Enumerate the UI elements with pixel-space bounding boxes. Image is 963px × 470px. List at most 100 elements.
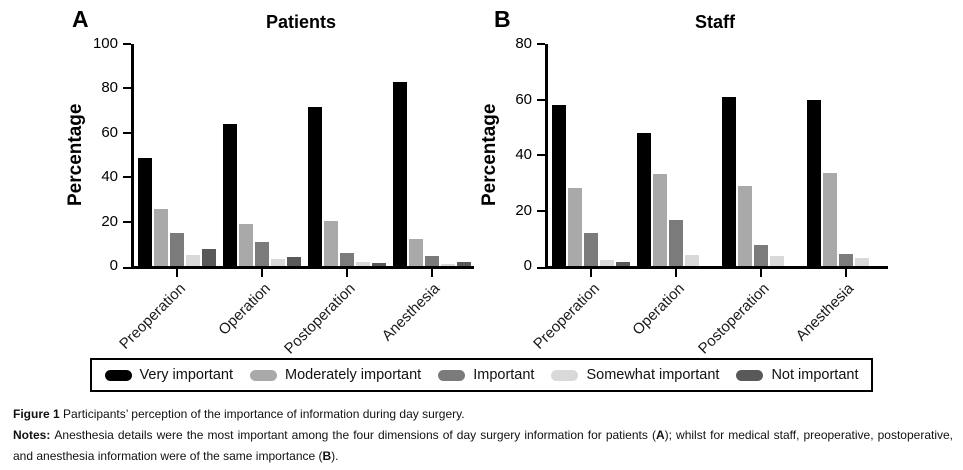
bar-moderately-important xyxy=(652,174,667,266)
chart-title-staff: Staff xyxy=(695,12,735,32)
bar-somewhat-important xyxy=(684,254,699,266)
bar-somewhat-important xyxy=(270,259,285,266)
bar-group-postoperation xyxy=(304,82,389,266)
bar-somewhat-important xyxy=(599,260,614,266)
y-axis-tick-mark xyxy=(537,43,545,45)
bar-important xyxy=(254,241,269,266)
x-axis-label: Postoperation xyxy=(281,280,359,358)
bar-group-preoperation xyxy=(548,97,633,266)
legend-item-label: Somewhat important xyxy=(586,367,720,383)
legend-item-label: Very important xyxy=(139,367,234,383)
x-axis-tick-mark xyxy=(175,269,178,277)
bar-important xyxy=(583,232,598,266)
chart-title-patients: Patients xyxy=(265,12,337,32)
x-axis-label: Postoperation xyxy=(695,280,773,358)
y-axis-tick-mark xyxy=(123,131,131,134)
bar-moderately-important xyxy=(408,239,423,266)
panel-label-a: A xyxy=(72,6,89,32)
bar-very-important xyxy=(137,158,152,266)
legend-item: Moderately important xyxy=(250,367,421,383)
x-axis-label: Preoperation xyxy=(115,280,189,353)
y-axis-tick-label: 60 xyxy=(101,123,118,141)
y-axis-tick-mark xyxy=(537,209,545,212)
x-axis-tick-mark xyxy=(260,269,263,277)
bar-moderately-important xyxy=(822,173,837,266)
plot-area-patients: Preoperation Operation Postoperation Anesth… xyxy=(116,43,474,357)
legend-swatch xyxy=(250,369,278,381)
bar-moderately-important xyxy=(567,188,582,266)
figure-caption: Figure 1 Participants’ perception of the… xyxy=(13,404,953,467)
x-axis-tick-mark xyxy=(759,269,762,277)
legend: Very important Moderately important Import… xyxy=(89,358,874,392)
plot-area-staff: Preoperation Operation Postoperation Anesth… xyxy=(530,43,888,357)
x-axis-label: Anesthesia xyxy=(379,280,444,345)
panel-a-reference: A xyxy=(655,428,665,442)
bar-very-important xyxy=(551,105,566,266)
y-axis-tick-label: 80 xyxy=(515,35,532,52)
y-axis-tick-label: 0 xyxy=(109,257,118,274)
bar-somewhat-important xyxy=(355,261,370,266)
y-axis-tick-mark xyxy=(123,43,131,45)
bar-moderately-important xyxy=(238,223,253,266)
bar-not-important xyxy=(456,261,471,266)
bar-very-important xyxy=(806,99,821,266)
x-axis-tick-mark xyxy=(345,269,348,277)
x-axis-tick-mark xyxy=(589,269,592,277)
y-axis-tick-label: 0 xyxy=(523,257,532,274)
bar-very-important xyxy=(636,132,651,266)
bar-very-important xyxy=(307,107,322,266)
notes-text-2: ); whilst for medical staff, preoperativ… xyxy=(13,428,953,463)
bar-somewhat-important xyxy=(854,257,869,266)
bar-very-important xyxy=(721,96,736,266)
caption-notes-line: Notes: Anesthesia details were the most … xyxy=(13,425,953,467)
y-axis-tick-mark xyxy=(537,154,545,156)
bar-not-important xyxy=(615,261,630,266)
bar-important xyxy=(838,253,853,266)
x-axis-label: Anesthesia xyxy=(793,280,858,345)
legend-swatch xyxy=(736,369,764,381)
y-axis-tick-labels: 0 20 40 60 80 xyxy=(474,35,532,274)
bar-important xyxy=(424,256,439,266)
y-axis-tick-mark xyxy=(537,98,545,101)
bar-somewhat-important xyxy=(440,263,455,266)
y-axis-tick-labels: 0 20 40 60 80 100 xyxy=(60,35,118,274)
bar-somewhat-important xyxy=(769,256,784,266)
bar-not-important xyxy=(371,262,386,266)
legend-swatch xyxy=(438,369,466,381)
bar-groups xyxy=(548,96,888,266)
bar-group-operation xyxy=(219,82,304,266)
legend-item-label: Moderately important xyxy=(285,367,422,383)
bar-very-important xyxy=(392,81,407,266)
legend-item: Not important xyxy=(736,367,858,383)
y-axis-tick-label: 80 xyxy=(101,79,118,97)
bar-moderately-important xyxy=(323,220,338,266)
bar-very-important xyxy=(222,123,237,266)
panel-b-reference: B xyxy=(322,449,332,463)
legend-swatch xyxy=(551,369,579,381)
bar-group-anesthesia xyxy=(803,97,888,266)
y-axis-tick-mark xyxy=(123,176,131,179)
legend-item: Important xyxy=(438,367,534,383)
bar-group-anesthesia xyxy=(389,81,474,266)
figure-caption-text: Participants’ perception of the importan… xyxy=(63,407,465,421)
x-axis-label: Operation xyxy=(628,280,688,339)
notes-text-3: ). xyxy=(331,449,339,463)
bar-group-operation xyxy=(633,97,718,266)
notes-label: Notes: xyxy=(13,428,55,442)
bar-group-preoperation xyxy=(134,82,219,266)
legend-item-label: Important xyxy=(473,367,535,383)
x-axis-tick-mark xyxy=(844,269,847,277)
y-axis-tick-label: 20 xyxy=(101,212,118,230)
y-axis-tick-mark xyxy=(123,87,131,90)
legend-item: Very important xyxy=(104,367,234,383)
x-axis-tick-mark xyxy=(674,269,677,277)
y-axis-tick-label: 20 xyxy=(515,201,532,219)
bar-not-important xyxy=(286,257,301,266)
y-axis-tick-mark xyxy=(537,267,545,269)
legend-item-label: Not important xyxy=(771,367,859,383)
chart-panel-staff: B Staff Percentage 0 20 40 60 80 Preoperatio… xyxy=(474,6,894,357)
y-axis-tick-label: 100 xyxy=(92,35,118,52)
bar-moderately-important xyxy=(153,209,168,266)
y-axis-tick-label: 40 xyxy=(515,146,532,163)
notes-text-1: Anesthesia details were the most importa… xyxy=(54,428,656,442)
